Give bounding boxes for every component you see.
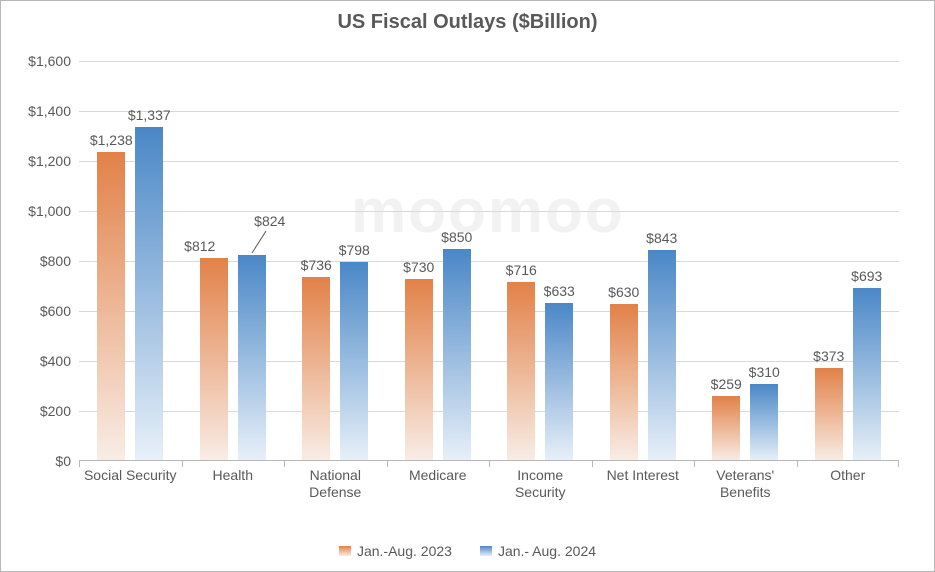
bar-label: $373 [813,348,844,364]
category-label: Medicare [388,467,488,484]
bar-group: $812$824Health [182,61,285,461]
bar-2023: $812 [200,258,228,461]
bar-2024: $1,337 [135,127,163,461]
chart-title: US Fiscal Outlays ($Billion) [1,11,934,34]
y-tick-label: $400 [40,353,71,369]
y-tick-label: $1,400 [28,103,71,119]
bar-group: $730$850Medicare [387,61,490,461]
category-label: Net Interest [593,467,693,484]
bar-label: $693 [851,268,882,284]
bar-group: $630$843Net Interest [592,61,695,461]
bar-label: $798 [339,242,370,258]
y-tick-label: $1,600 [28,53,71,69]
bar-label: $824 [254,213,285,229]
y-tick-label: $1,000 [28,203,71,219]
bar-2024: $310 [750,384,778,462]
bar-label: $633 [544,283,575,299]
x-tick [898,461,899,467]
plot-area: $0$200$400$600$800$1,000$1,200$1,400$1,6… [79,61,899,461]
legend-swatch-2024 [480,546,492,556]
bar-2023: $630 [610,304,638,462]
category-label: Income Security [490,467,590,501]
bar-2024: $850 [443,249,471,462]
bar-label: $259 [711,376,742,392]
legend-item-2024: Jan.- Aug. 2024 [480,543,596,559]
bar-group: $1,238$1,337Social Security [79,61,182,461]
y-tick-label: $200 [40,403,71,419]
bar-label: $843 [646,230,677,246]
bar-label: $730 [403,259,434,275]
bar-label: $1,238 [90,132,133,148]
bar-group: $716$633Income Security [489,61,592,461]
bar-label: $630 [608,284,639,300]
y-tick-label: $0 [55,453,71,469]
bar-label: $716 [506,262,537,278]
bar-2024: $798 [340,262,368,462]
bar-label: $736 [301,257,332,273]
bar-2023: $730 [405,279,433,462]
chart-container: US Fiscal Outlays ($Billion) moomoo $0$2… [0,0,935,572]
x-axis [79,460,899,461]
bar-2023: $716 [507,282,535,461]
bar-2023: $736 [302,277,330,461]
category-label: Other [798,467,898,484]
bar-group: $373$693Other [797,61,900,461]
legend-item-2023: Jan.-Aug. 2023 [339,543,452,559]
category-label: Veterans' Benefits [695,467,795,501]
bar-label: $310 [749,364,780,380]
bar-label: $812 [184,238,215,254]
bar-group: $736$798National Defense [284,61,387,461]
category-label: Health [183,467,283,484]
bar-2023: $373 [815,368,843,461]
bar-2024: $633 [545,303,573,461]
y-tick-label: $1,200 [28,153,71,169]
leader-line [250,225,280,255]
bar-label: $850 [441,229,472,245]
bars-layer: $1,238$1,337Social Security$812$824Healt… [79,61,899,461]
legend-label-2023: Jan.-Aug. 2023 [357,543,452,559]
y-tick-label: $600 [40,303,71,319]
bar-2023: $259 [712,396,740,461]
category-label: Social Security [80,467,180,484]
bar-label: $1,337 [128,107,171,123]
bar-group: $259$310Veterans' Benefits [694,61,797,461]
category-label: National Defense [285,467,385,501]
legend-swatch-2023 [339,546,351,556]
legend: Jan.-Aug. 2023 Jan.- Aug. 2024 [1,543,934,559]
legend-label-2024: Jan.- Aug. 2024 [498,543,596,559]
bar-2023: $1,238 [97,152,125,462]
bar-2024: $843 [648,250,676,461]
bar-2024: $693 [853,288,881,461]
y-tick-label: $800 [40,253,71,269]
bar-2024: $824 [238,255,266,461]
